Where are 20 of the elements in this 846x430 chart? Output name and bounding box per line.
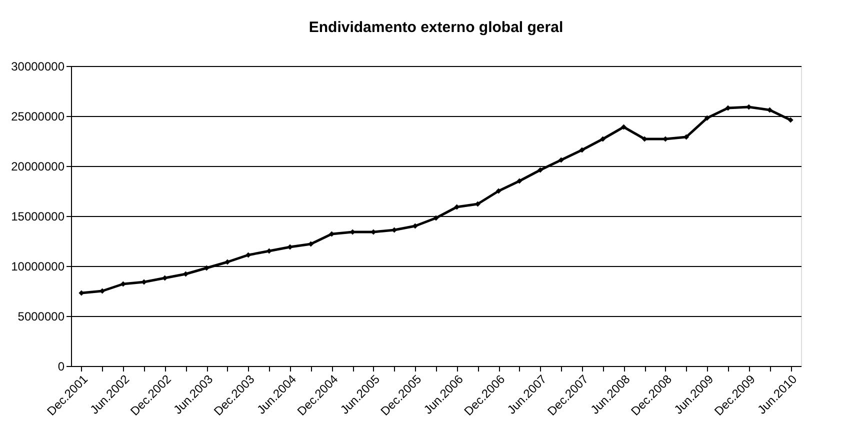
point — [579, 147, 585, 153]
y-tick-label: 25000000 — [11, 110, 65, 124]
y-tick-label: 15000000 — [11, 210, 65, 224]
y-tick-label: 5000000 — [18, 310, 65, 324]
point — [538, 167, 544, 173]
point — [496, 188, 502, 194]
point — [788, 117, 794, 123]
y-tick-label: 30000000 — [11, 60, 65, 74]
point — [204, 265, 210, 271]
point — [516, 178, 522, 184]
point — [600, 136, 606, 142]
y-tick-label: 10000000 — [11, 260, 65, 274]
y-tick-label: 0 — [58, 360, 65, 374]
point — [433, 215, 439, 221]
point — [620, 124, 626, 130]
point — [558, 157, 564, 163]
point — [224, 259, 230, 265]
point — [704, 115, 710, 121]
y-tick-label: 20000000 — [11, 160, 65, 174]
chart-title: Endividamento externo global geral — [308, 19, 564, 36]
